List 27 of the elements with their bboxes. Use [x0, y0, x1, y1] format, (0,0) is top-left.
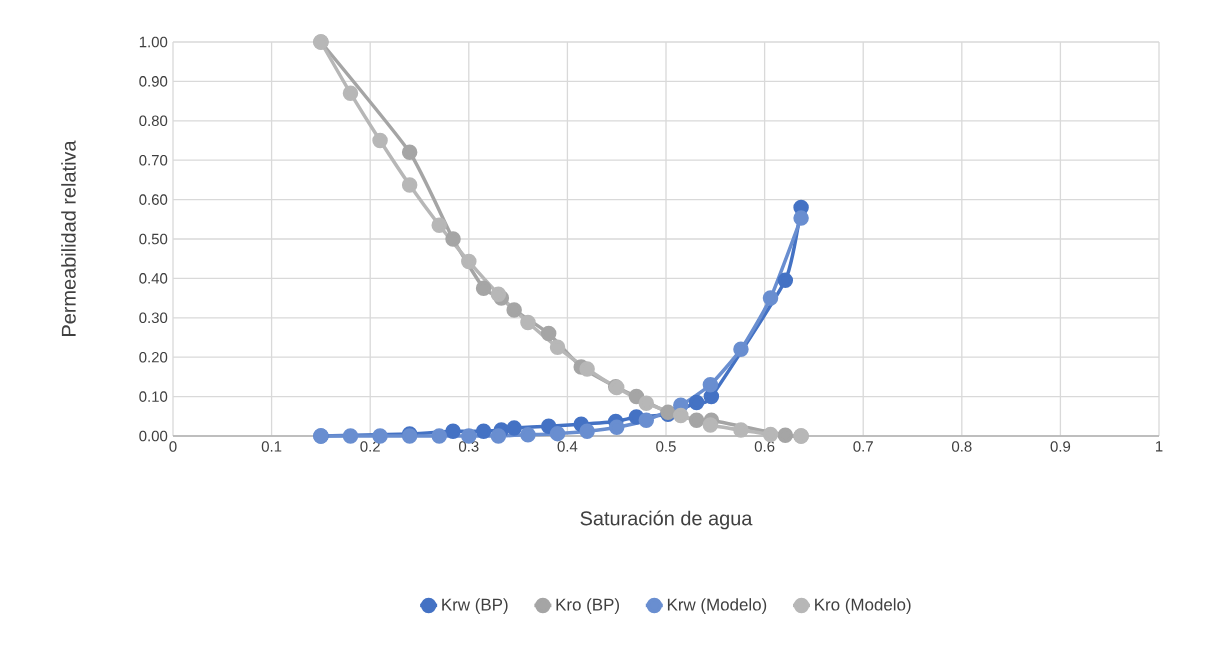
x-tick-label: 0.5: [656, 441, 676, 452]
legend-label: Kro (BP): [556, 598, 619, 614]
y-tick-label: 0.10: [139, 391, 168, 402]
y-tick-label: 0.00: [139, 430, 168, 442]
x-tick-label: 0.6: [754, 441, 775, 452]
x-tick-label: 0.1: [261, 441, 282, 452]
x-tick-label: 0.4: [557, 441, 578, 452]
x-tick-label: 0.7: [853, 441, 873, 452]
x-axis-title: Saturación de agua: [580, 510, 753, 530]
y-tick-label: 0.20: [139, 351, 168, 363]
y-tick-label: 0.70: [139, 154, 168, 166]
y-tick-label: 0.40: [139, 273, 168, 284]
x-tick-label: 1: [1156, 441, 1163, 452]
x-tick-label: 0.8: [952, 441, 972, 452]
legend-label: Kro (Modelo): [815, 598, 911, 614]
x-tick-label: 0.3: [459, 441, 479, 452]
x-tick-label: 0.9: [1050, 441, 1071, 452]
y-tick-label: 0.30: [139, 312, 168, 324]
y-axis-title: Permeabilidad relativa: [61, 140, 76, 336]
x-tick-label: 0: [169, 441, 177, 452]
y-tick-label: 0.80: [139, 115, 168, 127]
y-tick-label: 0.50: [139, 233, 168, 245]
legend-label: Krw (Modelo): [667, 598, 767, 614]
y-tick-label: 1.00: [139, 36, 168, 48]
legend-label: Krw (BP): [442, 598, 508, 614]
y-tick-label: 0.90: [139, 76, 168, 87]
y-tick-label: 0.60: [139, 194, 168, 205]
